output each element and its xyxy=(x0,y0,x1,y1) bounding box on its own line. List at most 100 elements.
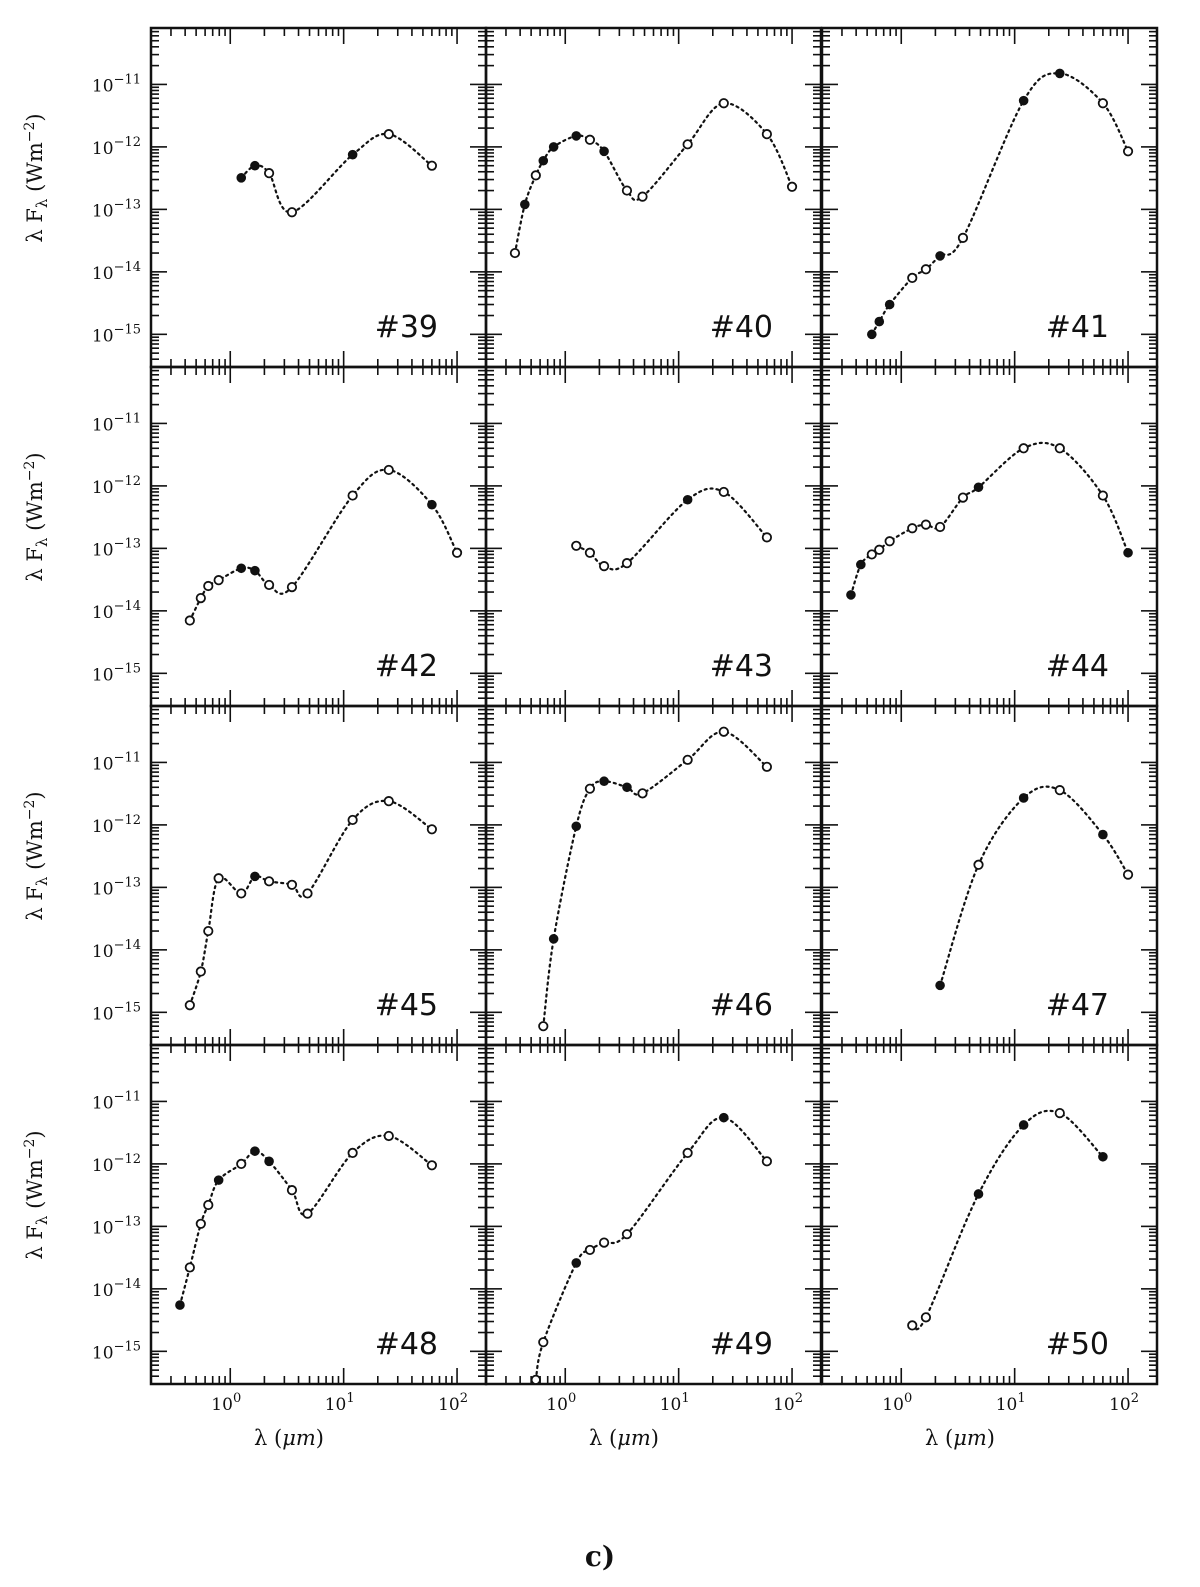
data-point xyxy=(264,1156,274,1167)
data-point xyxy=(548,142,559,152)
x-axis-title: λ (μm) xyxy=(589,1426,659,1450)
data-point xyxy=(530,170,541,181)
x-axis-title: λ (μm) xyxy=(925,1426,995,1450)
panel-label: #46 xyxy=(710,988,773,1023)
data-point xyxy=(934,521,946,533)
data-point xyxy=(718,486,729,498)
figure-caption: c) xyxy=(585,1540,615,1573)
y-axis-title: λ Fλ (Wm−2) xyxy=(22,1130,51,1259)
panel-47: #47 xyxy=(820,704,1159,1047)
y-axis-title: λ Fλ (Wm−2) xyxy=(22,113,51,242)
data-point xyxy=(846,590,856,600)
y-tick-label: 10−13 xyxy=(92,536,141,560)
y-tick-label: 10−15 xyxy=(92,1339,141,1363)
panel-40: #40 xyxy=(484,26,823,369)
y-tick-label: 10−15 xyxy=(92,661,141,685)
data-point xyxy=(571,1258,582,1268)
data-point xyxy=(874,544,885,555)
sed-curve xyxy=(938,785,1130,987)
data-point xyxy=(920,1312,932,1323)
data-point xyxy=(263,168,275,179)
panel-label: #40 xyxy=(710,310,773,345)
data-point xyxy=(184,1000,195,1011)
data-point xyxy=(213,575,224,586)
y-axis-title: λ Fλ (Wm−2) xyxy=(22,452,51,581)
data-point xyxy=(935,980,945,991)
data-point xyxy=(1054,68,1065,79)
data-point xyxy=(203,925,214,937)
data-point xyxy=(426,1160,437,1171)
data-point xyxy=(571,540,582,551)
panel-label: #49 xyxy=(710,1327,773,1362)
data-point xyxy=(761,1156,772,1167)
data-point xyxy=(907,523,918,534)
data-point xyxy=(973,482,984,493)
y-tick-label: 10−15 xyxy=(92,1000,141,1024)
data-point xyxy=(682,139,693,150)
y-tick-label: 10−12 xyxy=(92,1152,141,1176)
data-point xyxy=(383,796,394,807)
y-tick-label: 10−15 xyxy=(92,322,141,346)
x-axis-title: λ (μm) xyxy=(254,1426,324,1450)
data-point xyxy=(213,873,224,884)
data-point xyxy=(598,561,610,572)
panel-39: 10−11 10−12 10−13 10−14 10−15 #39 xyxy=(92,26,488,369)
y-tick-label: 10−11 xyxy=(92,750,141,774)
data-point xyxy=(682,494,693,505)
data-point xyxy=(175,1300,185,1310)
data-point xyxy=(920,519,932,530)
panel-43: #43 xyxy=(484,365,823,708)
data-point xyxy=(584,1244,596,1256)
data-point xyxy=(184,615,195,626)
panel-49: 100 101 102 #49 xyxy=(484,1043,823,1415)
data-point xyxy=(286,207,298,218)
sed-curve xyxy=(870,72,1130,336)
panel-frame xyxy=(820,1043,1159,1386)
data-point xyxy=(621,558,633,569)
data-point xyxy=(213,1175,224,1185)
y-tick-label: 10−13 xyxy=(92,1214,141,1238)
data-point xyxy=(920,264,932,275)
data-point xyxy=(584,134,596,145)
data-point xyxy=(718,726,729,737)
data-point xyxy=(584,783,596,794)
panel-label: #50 xyxy=(1046,1327,1109,1362)
data-point xyxy=(622,782,632,793)
data-point xyxy=(599,776,609,787)
data-point xyxy=(347,490,358,501)
sed-curve xyxy=(513,102,794,255)
data-point xyxy=(347,1147,358,1158)
y-tick-label: 10−11 xyxy=(92,1089,141,1113)
data-point xyxy=(250,871,260,882)
y-tick-label: 10−13 xyxy=(92,875,141,899)
data-point xyxy=(598,1237,610,1248)
sed-curve xyxy=(849,441,1130,597)
data-point xyxy=(973,859,984,870)
y-tick-label: 10−13 xyxy=(92,197,141,221)
data-point xyxy=(884,299,895,310)
panel-label: #43 xyxy=(710,649,773,684)
data-point xyxy=(973,1189,984,1199)
sed-curve xyxy=(575,487,768,571)
data-point xyxy=(786,181,798,192)
y-tick-label: 10−14 xyxy=(92,938,141,962)
x-tick-label: 100 xyxy=(546,1391,576,1415)
data-point xyxy=(236,888,247,899)
data-point xyxy=(1122,146,1134,157)
data-point xyxy=(383,464,394,476)
y-tick-label: 10−12 xyxy=(92,474,141,498)
x-tick-label: 102 xyxy=(1109,1391,1139,1415)
x-tick-label: 102 xyxy=(773,1391,803,1415)
data-point xyxy=(637,788,648,799)
data-point xyxy=(637,191,648,202)
data-point xyxy=(203,1199,214,1211)
y-tick-label: 10−11 xyxy=(92,411,141,435)
data-point xyxy=(761,761,772,772)
data-point xyxy=(584,547,596,558)
data-point xyxy=(236,173,247,183)
data-point xyxy=(184,1262,195,1273)
data-point xyxy=(195,593,206,604)
data-point xyxy=(195,966,206,977)
